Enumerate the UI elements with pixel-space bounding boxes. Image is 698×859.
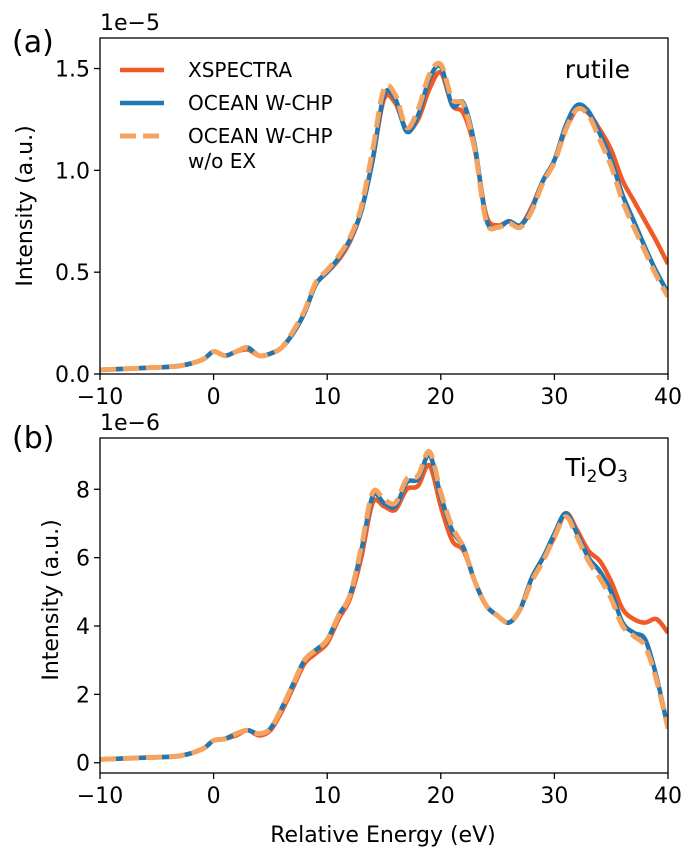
legend: XSPECTRA OCEAN W-CHP OCEAN W-CHP w/o EX — [120, 58, 333, 173]
series-line-b-xspectra — [100, 462, 668, 762]
y-tick-label-b: 2 — [76, 683, 90, 708]
x-tick-label-b: 10 — [313, 784, 341, 809]
x-tick-label-b: 0 — [207, 784, 221, 809]
plot-area-a: −10 0 10 20 30 40 0.0 0.5 1.0 1.5 — [55, 37, 682, 410]
x-tick-label-a: 0 — [207, 385, 221, 410]
panel-a-annotation: rutile — [565, 55, 630, 84]
series-line-b-ocean-w-chp — [100, 452, 668, 762]
y-tick-label-a: 0.0 — [55, 363, 90, 388]
y-tick-label-b: 0 — [76, 752, 90, 777]
y-tick-label-a: 0.5 — [55, 261, 90, 286]
y-tick-label-b: 8 — [76, 478, 90, 503]
y-tick-label-a: 1.0 — [55, 159, 90, 184]
legend-label-3: OCEAN W-CHP w/o EX — [188, 124, 333, 173]
axes-frame-b — [99, 437, 669, 774]
x-tick-label-b: 30 — [540, 784, 568, 809]
panel-a: (a) 1e−5 Intensity (a.u.) rutile −10 0 10 2… — [12, 11, 682, 410]
series-line-a-ocean-w-chp — [100, 63, 668, 373]
legend-label-2: OCEAN W-CHP — [188, 91, 333, 115]
legend-label-1: XSPECTRA — [188, 58, 292, 82]
y-tick-label-a: 1.5 — [55, 58, 90, 83]
panel-b-label: (b) — [12, 421, 54, 456]
x-tick-label-a: −10 — [77, 385, 123, 410]
x-tick-label-b: 40 — [654, 784, 682, 809]
x-tick-label-a: 20 — [427, 385, 455, 410]
plot-area-b: −10 0 10 20 30 40 0 2 4 6 8 — [76, 437, 682, 809]
panel-b-offset-text: 1e−6 — [100, 411, 160, 436]
axes-frame-a — [99, 37, 669, 375]
series-lines-b — [100, 449, 668, 762]
series-line-a-ocean-w-chp-no-ex — [100, 60, 668, 373]
x-tick-label-a: 30 — [540, 385, 568, 410]
panel-b: (b) 1e−6 Intensity (a.u.) Ti2O3 −10 0 10 20… — [12, 411, 682, 848]
panel-b-ylabel: Intensity (a.u.) — [39, 519, 64, 680]
panel-b-annotation: Ti2O3 — [564, 453, 628, 487]
x-tick-label-a: 40 — [654, 385, 682, 410]
x-tick-label-b: −10 — [77, 784, 123, 809]
series-line-a-xspectra — [100, 69, 668, 373]
panel-a-label: (a) — [12, 25, 54, 60]
x-tick-label-a: 10 — [313, 385, 341, 410]
x-axis-label: Relative Energy (eV) — [270, 823, 495, 848]
y-tick-label-b: 4 — [76, 615, 90, 640]
x-tick-label-b: 20 — [427, 784, 455, 809]
y-tick-label-b: 6 — [76, 547, 90, 572]
series-line-b-ocean-w-chp-no-ex — [100, 449, 668, 762]
panel-a-offset-text: 1e−5 — [100, 11, 160, 36]
series-lines-a — [100, 60, 668, 373]
panel-a-ylabel: Intensity (a.u.) — [13, 125, 38, 286]
